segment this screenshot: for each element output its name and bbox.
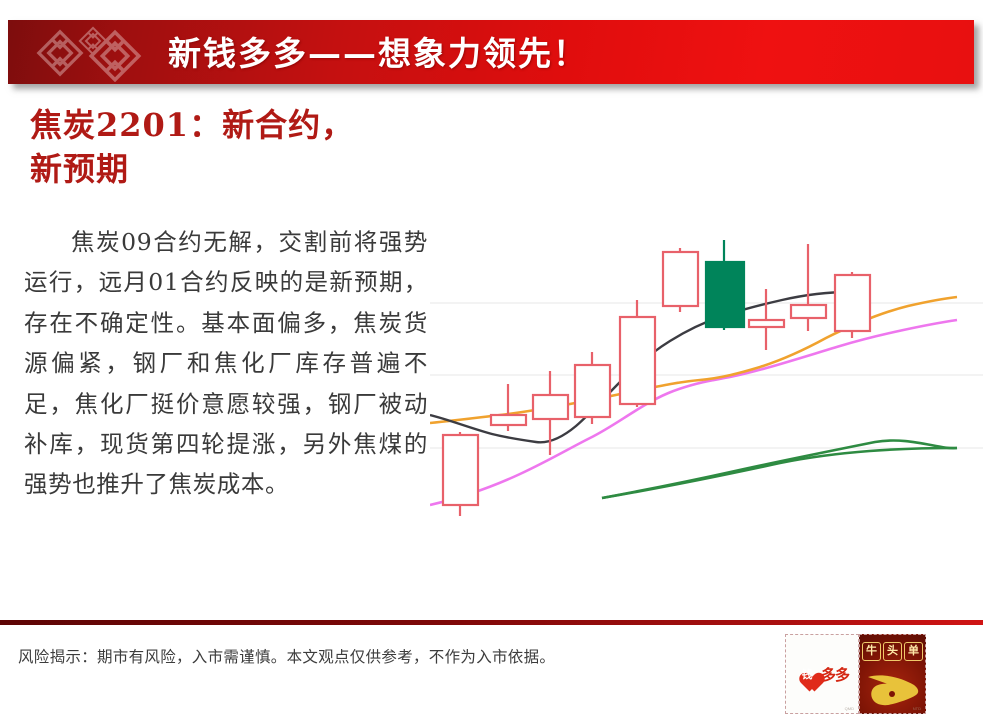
badge-char-3: 单 — [904, 642, 923, 661]
candlestick-chart: ←2989.0 — [430, 210, 983, 530]
candle-up — [833, 272, 872, 338]
ma-violet-line — [430, 318, 958, 507]
badge-char-2: 头 — [883, 642, 902, 661]
ma-green-line-main — [601, 446, 958, 500]
candle-down-highlighted — [704, 240, 746, 330]
header-banner: 新钱多多——想象力领先！ — [8, 20, 974, 84]
heart-icon: 钱 — [795, 663, 819, 685]
page-title-line2: 新预期 — [30, 149, 130, 188]
header-title: 新钱多多——想象力领先！ — [168, 34, 588, 74]
badge-panel-nitoudan: 牛 头 单 NTD — [859, 634, 926, 714]
badge-right-chars: 牛 头 单 — [860, 642, 925, 661]
risk-disclaimer: 风险揭示：期市有风险，入市需谨慎。本文观点仅供参考，不作为入市依据。 — [18, 648, 556, 666]
candle-up — [618, 300, 657, 407]
candle-up — [441, 432, 480, 516]
footer-brand-badge: 钱 多多 QMD 牛 头 单 NTD — [785, 634, 926, 714]
badge-left-text: 多多 — [820, 665, 850, 684]
candle-up — [747, 289, 786, 350]
badge-right-caption: NTD — [912, 706, 921, 711]
badge-char-1: 牛 — [862, 642, 881, 661]
candle-up — [573, 352, 612, 424]
badge-panel-qianduoduo: 钱 多多 QMD — [785, 634, 859, 714]
diamond-lattice-watermark-icon — [36, 26, 142, 82]
candle-up — [489, 384, 528, 431]
page-title-line1: 焦炭2201：新合约， — [30, 106, 355, 144]
footer-divider — [0, 620, 983, 625]
ma-orange-line — [430, 295, 958, 425]
candle-series — [441, 240, 872, 516]
body-paragraph: 焦炭09合约无解，交割前将强势运行，远月01合约反映的是新预期，存在不确定性。基… — [24, 228, 428, 499]
candle-up — [661, 248, 700, 312]
candle-up — [531, 371, 570, 455]
bull-horn-icon — [868, 675, 919, 706]
candle-up — [789, 244, 828, 331]
chart-canvas — [430, 240, 983, 516]
badge-left-caption: QMD — [844, 706, 854, 711]
badge-heart-char: 钱 — [801, 668, 813, 681]
page-title: 焦炭2201：新合约， 新预期 — [30, 104, 460, 191]
